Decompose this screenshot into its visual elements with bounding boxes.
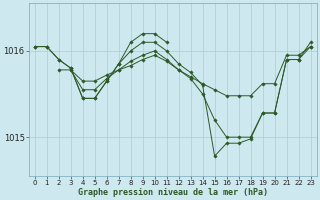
X-axis label: Graphe pression niveau de la mer (hPa): Graphe pression niveau de la mer (hPa) bbox=[78, 188, 268, 197]
